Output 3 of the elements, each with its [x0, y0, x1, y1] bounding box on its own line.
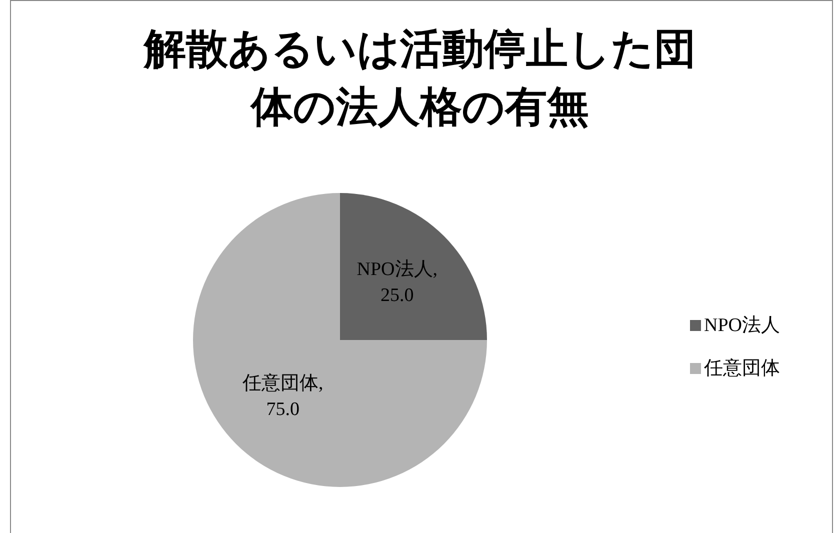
- title: 解散あるいは活動停止した団体の法人格の有無: [142, 23, 697, 133]
- legend-label: 任意団体: [704, 357, 780, 381]
- legend-label: NPO法人: [704, 314, 780, 338]
